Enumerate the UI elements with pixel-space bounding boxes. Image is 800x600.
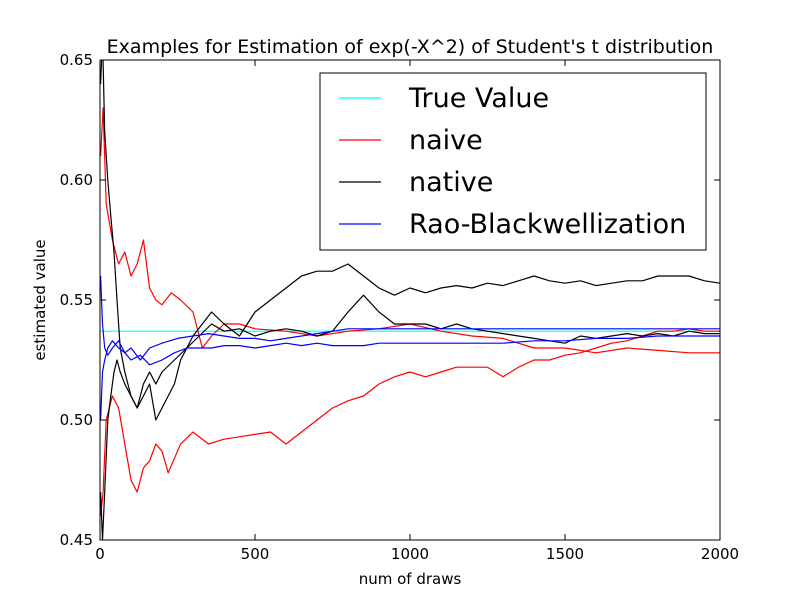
legend-box [319, 72, 707, 251]
x-tick-label: 1500 [546, 545, 584, 563]
chart-title: Examples for Estimation of exp(-X^2) of … [107, 36, 714, 58]
ticks-layer: 0 500 1000 1500 2000 0.45 0.50 0.55 0.60 0.65 [60, 51, 740, 563]
y-tick-label: 0.45 [60, 531, 93, 549]
plot-frame [99, 59, 721, 541]
x-tick-label: 500 [241, 545, 270, 563]
x-axis-label: num of draws [359, 570, 462, 588]
legend-label-naive: naive [409, 125, 483, 156]
x-tick-label: 0 [95, 545, 105, 563]
y-axis-label: estimated value [31, 239, 49, 360]
legend-label-rao-blackwellization: Rao-Blackwellization [409, 209, 686, 240]
series-line-rao-blackwellization-6 [100, 328, 720, 421]
x-tick-label: 1000 [391, 545, 429, 563]
legend-label-true-value: True Value [408, 83, 549, 114]
x-tick-label: 2000 [701, 545, 739, 563]
y-tick-label: 0.50 [60, 411, 93, 429]
series-line-native-4 [100, 294, 720, 540]
y-tick-label: 0.55 [60, 291, 93, 309]
y-tick-label: 0.65 [60, 51, 93, 69]
series-line-naive-2 [100, 328, 720, 517]
y-tick-label: 0.60 [60, 171, 93, 189]
legend-label-native: native [409, 167, 493, 198]
legend: True Value naive native Rao-Blackwellizatio… [319, 72, 707, 251]
series-layer [100, 60, 720, 540]
